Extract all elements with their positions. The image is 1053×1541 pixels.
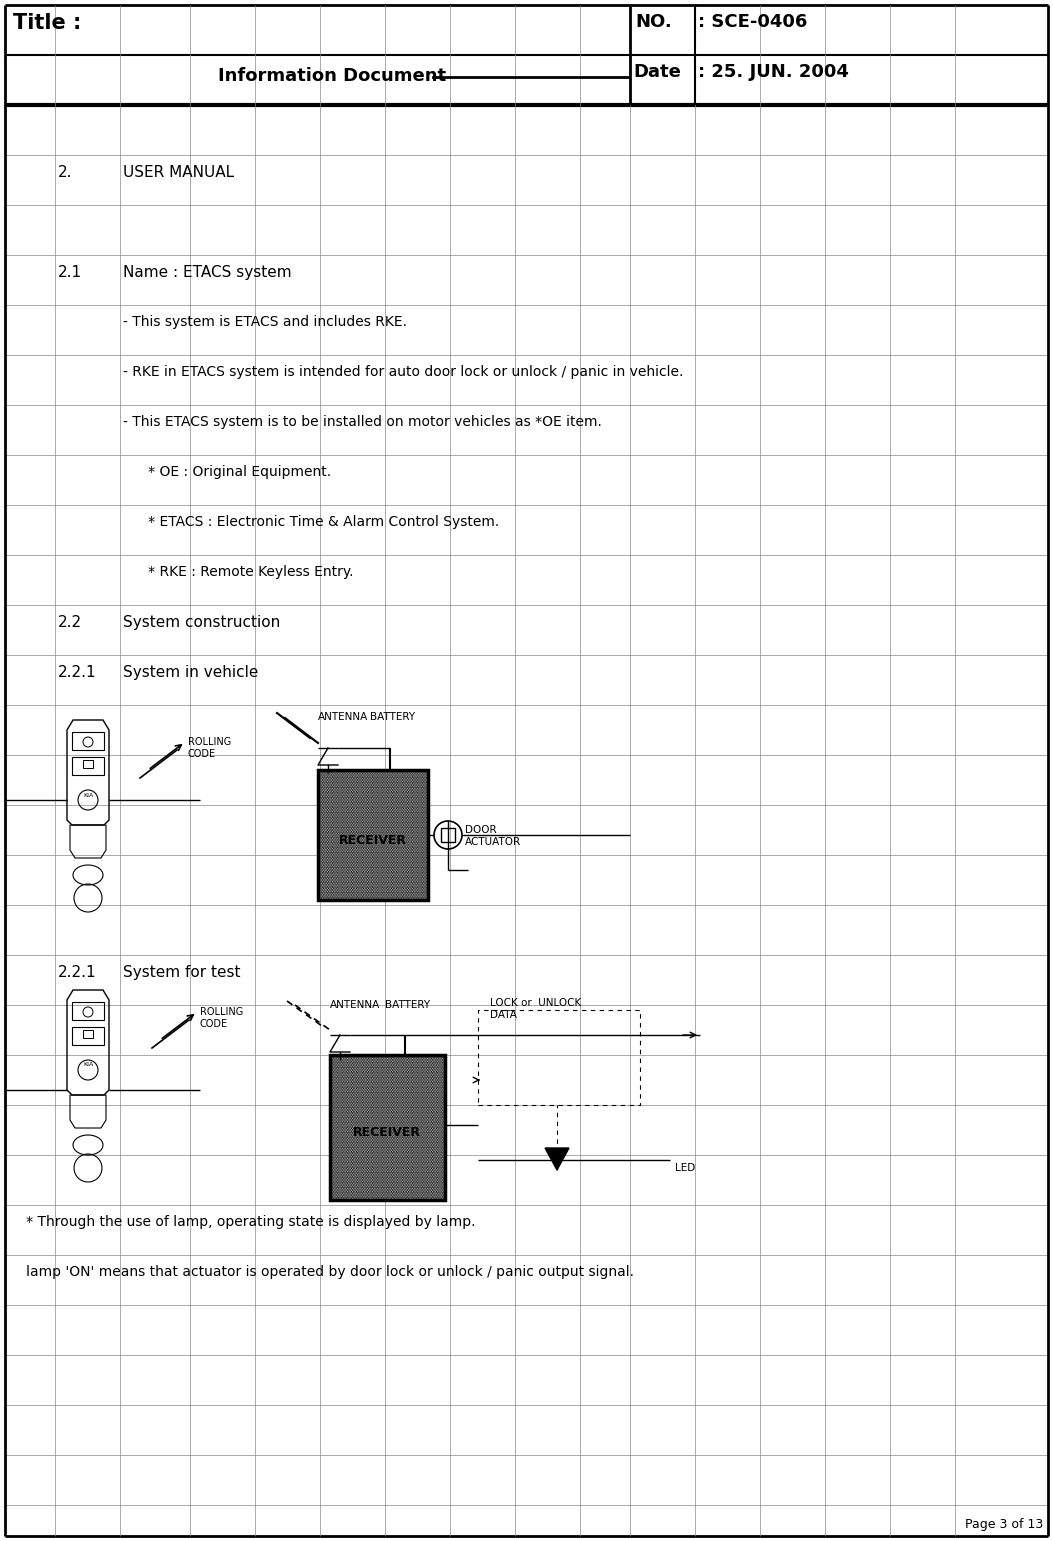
Text: NO.: NO.	[635, 12, 672, 31]
Text: DOOR
ACTUATOR: DOOR ACTUATOR	[465, 824, 521, 846]
Text: ANTENNA: ANTENNA	[330, 1000, 380, 1009]
Text: 2.2.1: 2.2.1	[58, 666, 97, 680]
Text: RECEIVER: RECEIVER	[353, 1125, 421, 1139]
Text: - This system is ETACS and includes RKE.: - This system is ETACS and includes RKE.	[123, 314, 408, 328]
Text: * RKE : Remote Keyless Entry.: * RKE : Remote Keyless Entry.	[135, 566, 354, 579]
Text: * OE : Original Equipment.: * OE : Original Equipment.	[135, 465, 331, 479]
Text: System in vehicle: System in vehicle	[123, 666, 258, 680]
Text: ROLLING
CODE: ROLLING CODE	[188, 737, 232, 758]
Text: Title :: Title :	[13, 12, 81, 32]
Polygon shape	[545, 1148, 569, 1170]
Text: LOCK or  UNLOCK
DATA: LOCK or UNLOCK DATA	[490, 999, 581, 1020]
Bar	[478, 1009, 640, 1105]
Bar	[72, 732, 104, 750]
Bar	[318, 770, 428, 900]
Text: : 25. JUN. 2004: : 25. JUN. 2004	[698, 63, 849, 82]
Text: Name : ETACS system: Name : ETACS system	[123, 265, 292, 280]
Text: KIA: KIA	[83, 792, 93, 798]
Text: System construction: System construction	[123, 615, 280, 630]
Text: Page 3 of 13: Page 3 of 13	[965, 1518, 1044, 1532]
Text: ROLLING
CODE: ROLLING CODE	[200, 1006, 243, 1028]
Text: 2.2.1: 2.2.1	[58, 965, 97, 980]
Bar	[83, 760, 93, 767]
Bar	[330, 1056, 445, 1200]
Text: 2.: 2.	[58, 165, 73, 180]
Bar	[72, 1026, 104, 1045]
Text: - RKE in ETACS system is intended for auto door lock or unlock / panic in vehicl: - RKE in ETACS system is intended for au…	[123, 365, 683, 379]
Text: ANTENNA: ANTENNA	[318, 712, 369, 723]
Bar	[83, 1029, 93, 1039]
Text: USER MANUAL: USER MANUAL	[123, 165, 234, 180]
Bar	[72, 757, 104, 775]
Text: 2.2: 2.2	[58, 615, 82, 630]
Text: 2.1: 2.1	[58, 265, 82, 280]
Text: BATTERY: BATTERY	[385, 1000, 430, 1009]
Text: Date: Date	[633, 63, 681, 82]
Text: System for test: System for test	[123, 965, 240, 980]
Text: * Through the use of lamp, operating state is displayed by lamp.: * Through the use of lamp, operating sta…	[13, 1214, 476, 1230]
Text: * ETACS : Electronic Time & Alarm Control System.: * ETACS : Electronic Time & Alarm Contro…	[135, 515, 499, 529]
Text: Information Document: Information Document	[218, 66, 446, 85]
Text: lamp 'ON' means that actuator is operated by door lock or unlock / panic output : lamp 'ON' means that actuator is operate…	[13, 1265, 634, 1279]
Text: - This ETACS system is to be installed on motor vehicles as *OE item.: - This ETACS system is to be installed o…	[123, 415, 602, 428]
Bar	[318, 770, 428, 900]
Text: : SCE-0406: : SCE-0406	[698, 12, 808, 31]
Text: BATTERY: BATTERY	[370, 712, 415, 723]
Bar	[441, 828, 455, 841]
Bar	[72, 1002, 104, 1020]
Text: KIA: KIA	[83, 1062, 93, 1068]
Text: RECEIVER: RECEIVER	[339, 834, 408, 846]
Text: LED: LED	[675, 1163, 695, 1173]
Bar	[330, 1056, 445, 1200]
